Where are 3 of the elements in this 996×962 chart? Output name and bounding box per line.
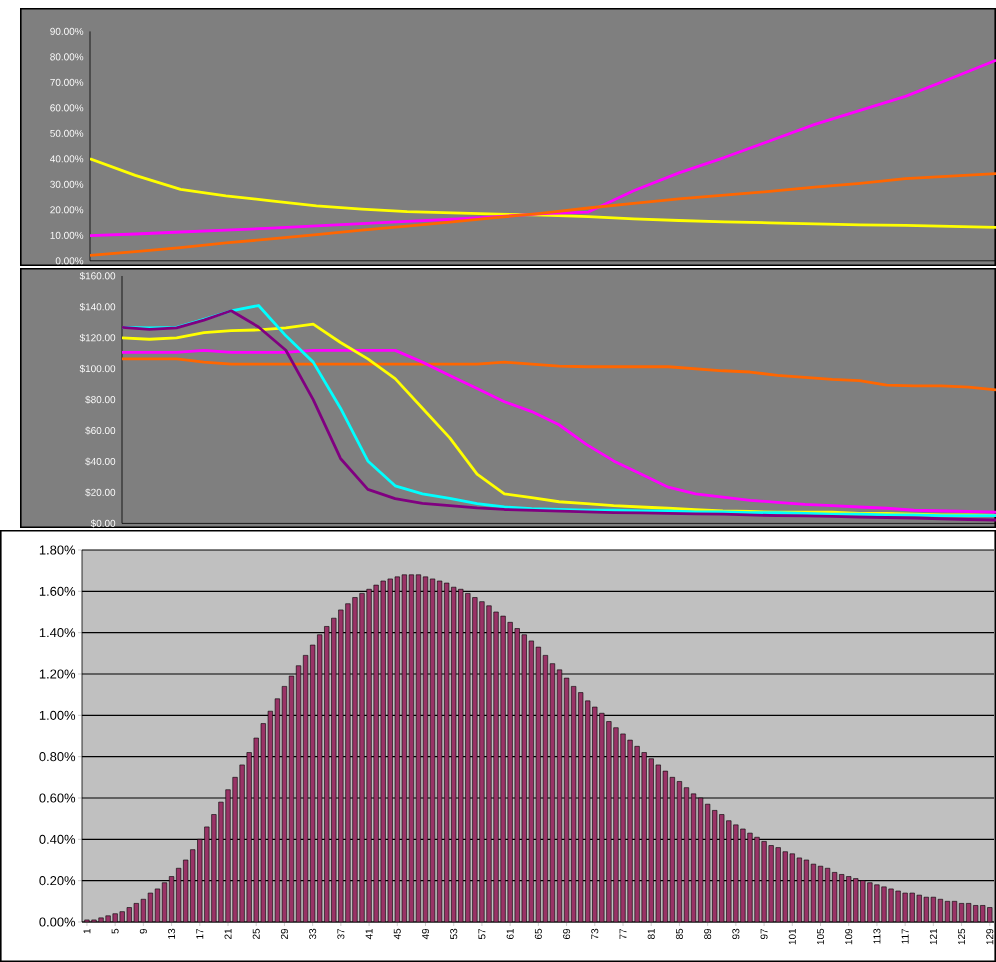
line-series	[90, 58, 996, 237]
line-series	[90, 172, 996, 257]
line-series	[90, 157, 996, 229]
